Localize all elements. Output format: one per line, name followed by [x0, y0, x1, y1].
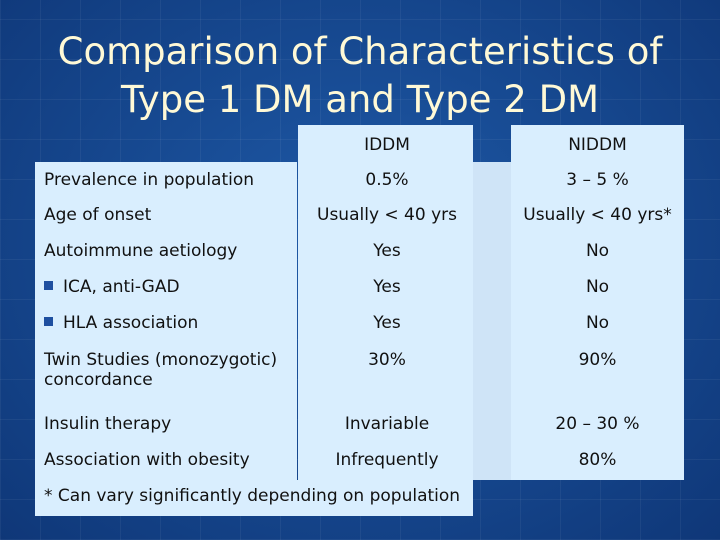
row-label-bulleted: ICA, anti-GAD	[44, 277, 294, 297]
row-label: Prevalence in population	[44, 170, 255, 190]
row-label: Age of onset	[44, 205, 152, 225]
label-column-panel	[35, 162, 297, 480]
iddm-column-panel	[298, 125, 473, 480]
title-line-2: Type 1 DM and Type 2 DM	[120, 78, 600, 121]
row-label: Insulin therapy	[44, 414, 172, 434]
niddm-value: 80%	[578, 450, 617, 470]
niddm-value: No	[585, 313, 610, 333]
iddm-value: Infrequently	[335, 450, 439, 470]
row-label: Autoimmune aetiology	[44, 241, 238, 261]
row-label: Twin Studies (monozygotic) concordance	[44, 350, 278, 390]
iddm-value: Usually < 40 yrs	[317, 205, 457, 225]
niddm-value: No	[585, 241, 610, 261]
header-iddm: IDDM	[364, 135, 410, 155]
niddm-value: Usually < 40 yrs*	[523, 205, 672, 225]
footnote: * Can vary significantly depending on po…	[44, 486, 461, 506]
iddm-value: Yes	[373, 241, 401, 261]
niddm-value: 20 – 30 %	[555, 414, 640, 434]
niddm-column-panel	[511, 125, 684, 480]
footnote-panel	[35, 480, 473, 516]
title-line-1: Comparison of Characteristics of	[57, 30, 663, 73]
square-bullet-icon	[44, 317, 53, 326]
header-niddm: NIDDM	[568, 135, 627, 155]
square-bullet-icon	[44, 281, 53, 290]
iddm-value: Yes	[373, 277, 401, 297]
iddm-value: Invariable	[344, 414, 430, 434]
iddm-value: Yes	[373, 313, 401, 333]
slide-title: Comparison of Characteristics of Type 1 …	[0, 28, 720, 124]
column-gap-panel	[473, 162, 511, 480]
niddm-value: 90%	[578, 350, 617, 370]
iddm-value: 0.5%	[365, 170, 409, 190]
row-label-text: HLA association	[63, 313, 199, 333]
niddm-value: No	[585, 277, 610, 297]
row-label-bulleted: HLA association	[44, 313, 294, 333]
row-label: Association with obesity	[44, 450, 250, 470]
row-label-text: ICA, anti-GAD	[63, 277, 180, 297]
niddm-value: 3 – 5 %	[566, 170, 629, 190]
iddm-value: 30%	[368, 350, 406, 370]
